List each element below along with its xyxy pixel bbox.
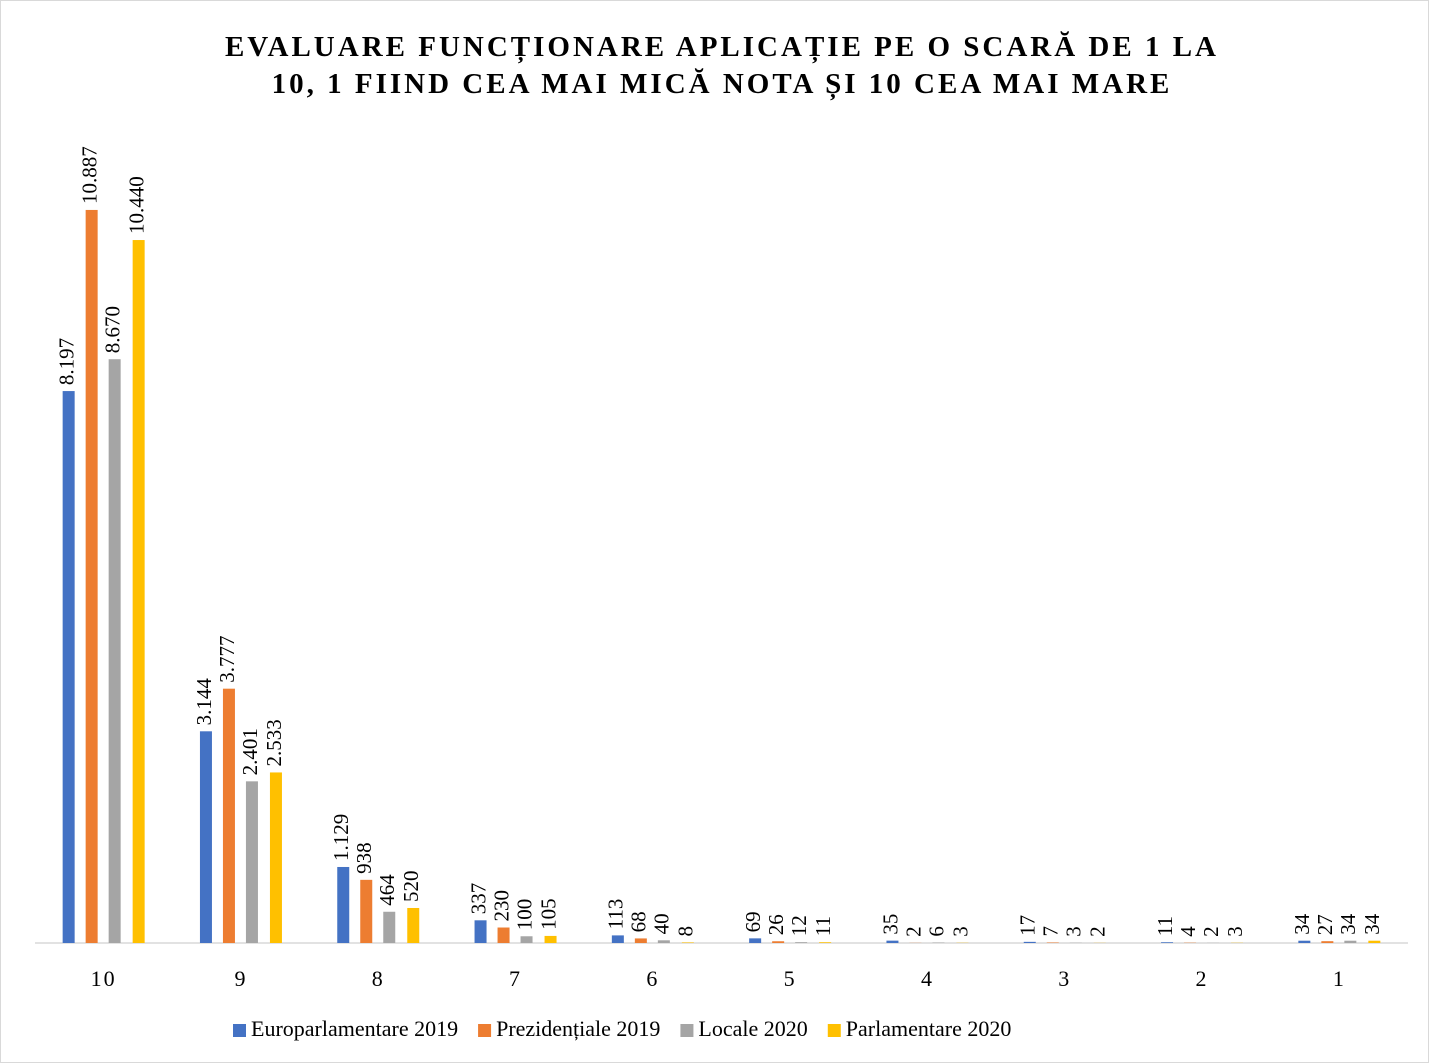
bar [681,942,694,943]
x-tick-label: 1 [1333,966,1346,991]
bar [1161,942,1174,943]
data-label: 938 [352,842,376,874]
bar [199,731,212,943]
data-label: 12 [787,915,811,936]
data-label: 230 [489,890,513,922]
data-label: 17 [1016,915,1040,936]
data-label: 6 [924,926,948,937]
legend-label: Prezidențiale 2019 [496,1016,660,1041]
data-label: 2 [901,926,925,937]
bar [85,209,98,943]
data-label: 520 [399,870,423,902]
bar [269,772,282,943]
bar [520,936,533,943]
legend-label: Europarlamentare 2019 [251,1016,458,1041]
legend-label: Locale 2020 [698,1016,807,1041]
bar [886,940,899,943]
data-label: 10.887 [77,146,101,204]
bar [819,942,832,943]
chart-title: EVALUARE FUNCȚIONARE APLICAȚIE PE O SCAR… [225,30,1219,64]
legend-label: Parlamentare 2020 [846,1016,1012,1041]
data-label: 2 [1199,926,1223,937]
data-label: 2.533 [262,719,286,766]
x-tick-label: 7 [509,966,522,991]
data-label: 11 [811,916,835,936]
data-label: 26 [764,914,788,935]
x-tick-label: 9 [234,966,247,991]
legend-swatch [233,1024,246,1037]
x-tick-label: 3 [1058,966,1071,991]
data-label: 2.401 [238,728,262,775]
data-label: 69 [741,911,765,932]
data-label: 3.144 [192,678,216,726]
data-label: 3.777 [215,635,239,682]
data-label: 100 [512,899,536,931]
bar [772,941,785,943]
data-label: 8.670 [100,306,124,353]
bar [132,240,145,944]
data-label: 4 [1176,926,1200,937]
bar [407,907,420,943]
bar [108,359,121,944]
data-label: 8 [674,926,698,937]
data-label: 35 [878,914,902,935]
x-tick-label: 5 [784,966,797,991]
bar [62,391,75,943]
x-tick-label: 10 [91,966,117,991]
data-label: 34 [1290,913,1314,935]
bar [1368,940,1381,943]
bar [544,935,557,943]
bar [1344,940,1357,943]
data-label: 105 [536,898,560,930]
data-label: 27 [1313,914,1337,935]
x-tick-label: 2 [1196,966,1209,991]
bar [383,911,396,943]
bar [474,920,487,943]
bar [222,688,235,943]
data-label: 3 [1223,926,1247,937]
data-label: 34 [1360,913,1384,935]
x-tick-label: 4 [921,966,934,991]
bar [497,927,510,943]
bar [634,938,647,943]
data-label: 113 [604,899,628,930]
bar [749,938,762,943]
bar [337,866,350,943]
data-label: 11 [1153,916,1177,936]
data-label: 2 [1086,926,1110,937]
x-tick-label: 8 [372,966,385,991]
data-label: 40 [650,913,674,934]
bar [611,935,624,943]
data-label: 464 [375,874,399,906]
bar [1321,941,1334,943]
data-label: 7 [1039,926,1063,937]
data-label: 337 [466,883,490,915]
data-label: 3 [1062,926,1086,937]
data-label: 3 [948,926,972,937]
legend-swatch [827,1024,841,1037]
legend-swatch [478,1024,492,1037]
legend-swatch [680,1024,694,1037]
data-label: 8.197 [54,338,78,385]
bar [1298,940,1311,943]
bar [1023,941,1036,943]
bar [657,940,670,943]
bar [245,781,258,943]
chart-title: 10, 1 FIIND CEA MAI MICĂ NOTA ȘI 10 CEA … [272,67,1173,101]
data-label: 68 [627,911,651,932]
data-label: 34 [1336,913,1360,935]
data-label: 10.440 [124,176,148,234]
bar [795,942,808,943]
data-label: 1.129 [329,814,353,861]
x-tick-label: 6 [646,966,659,991]
bar [360,879,373,943]
